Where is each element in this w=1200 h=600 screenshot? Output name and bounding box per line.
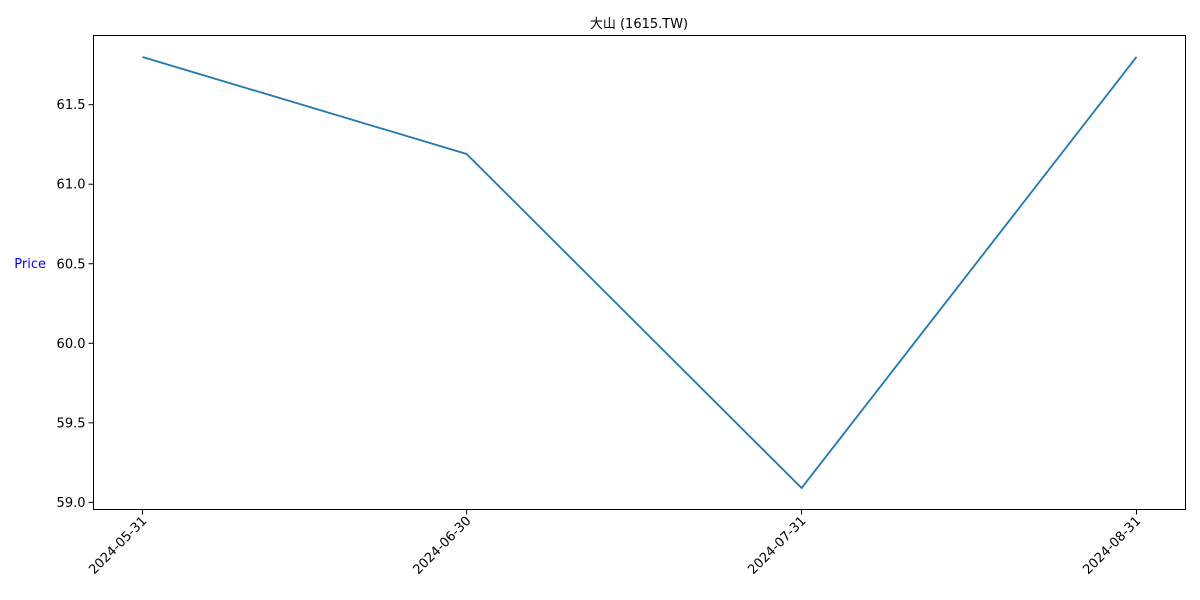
- y-tick-label: 60.5: [57, 257, 86, 272]
- y-tick-label: 59.0: [57, 496, 86, 511]
- y-tick-label: 61.0: [57, 178, 86, 193]
- y-tick-label: 59.5: [57, 416, 86, 431]
- series-layer: [142, 56, 1138, 489]
- plot-area-frame: [93, 35, 1186, 510]
- y-tick-label: 60.0: [57, 337, 86, 352]
- y-axis-ticks: 59.0 59.5 60.0 60.5 61.0 61.5: [57, 98, 94, 511]
- y-tick-label: 61.5: [57, 98, 86, 113]
- chart-title: 大山 (1615.TW): [590, 17, 688, 32]
- y-axis-label: Price: [14, 257, 46, 272]
- price-line: [142, 56, 1138, 489]
